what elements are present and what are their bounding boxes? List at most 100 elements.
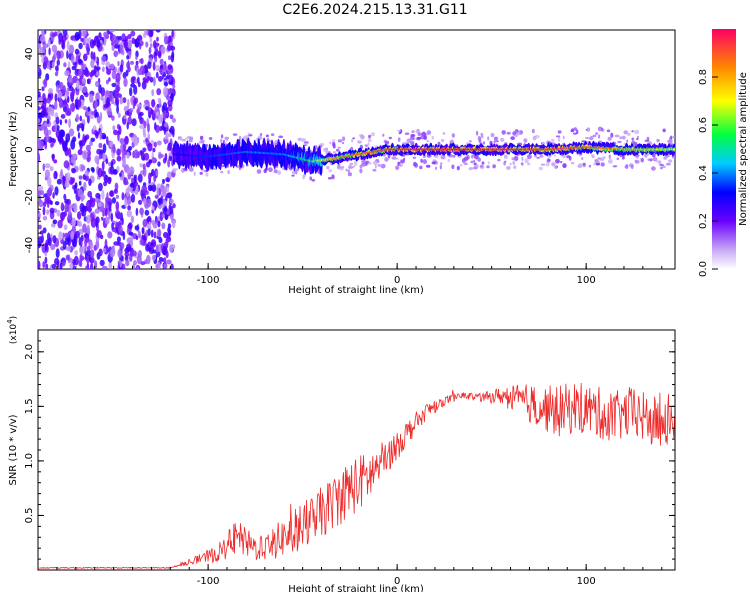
spectrogram-noise-cell: [38, 152, 40, 162]
spectrogram-noise-cell: [85, 43, 90, 50]
spectrogram-noise-cell: [125, 259, 130, 267]
spectrogram-noise-cell: [80, 234, 84, 242]
spectrogram-noise-cell: [169, 114, 174, 120]
spectrogram-noise-cell: [95, 111, 99, 118]
spectrogram-noise-cell: [62, 175, 66, 186]
spectrogram-noise-cell: [81, 30, 87, 38]
spectrogram-noise-cell: [157, 229, 161, 238]
snr-panel: -100 0 100 0.5 1.0 1.5 2.0 Height of straight …: [6, 316, 676, 592]
spectrogram-noise-cell: [152, 61, 156, 71]
spectrogram-scatter-cell: [451, 133, 455, 138]
spectrogram-scatter-cell: [200, 139, 205, 144]
spectrogram-noise-cell: [147, 123, 150, 133]
spectrogram-noise-cell: [111, 44, 115, 51]
spectrogram-ridge-core: [673, 148, 675, 151]
spectrogram-noise-cell: [42, 93, 46, 101]
spectrogram-noise-cell: [136, 255, 142, 265]
spectrogram-scatter-cell: [440, 155, 446, 160]
spectrogram-noise-cell: [130, 60, 134, 65]
spectrogram-noise-cell: [89, 39, 95, 49]
spectrogram-scatter-cell: [352, 137, 356, 140]
spectrogram-noise-cell: [110, 212, 114, 222]
spectrogram-noise-cell: [85, 265, 89, 269]
spectrogram-noise-cell: [39, 230, 44, 235]
spectrogram-scatter-cell: [555, 158, 560, 164]
spectrogram-noise-cell: [73, 202, 78, 213]
spectrogram-noise-cell: [143, 132, 147, 138]
spectrogram-noise-cell: [94, 155, 100, 164]
spectrogram-noise-cell: [53, 173, 57, 179]
spectrogram-noise-cell: [126, 169, 130, 175]
spectrogram-scatter-cell: [367, 138, 372, 143]
spectrogram-scatter-cell: [557, 130, 562, 134]
spectrogram-scatter-cell: [506, 165, 511, 170]
spectrogram-noise-cell: [95, 131, 99, 139]
spectrogram-noise-cell: [127, 116, 133, 125]
spectrogram-noise-cell: [51, 44, 58, 53]
spectrogram-scatter-cell: [627, 132, 631, 136]
spectrogram-noise-cell: [161, 213, 167, 219]
spectrogram-scatter-cell: [647, 158, 652, 161]
spectrogram-noise-cell: [95, 66, 101, 71]
spectrogram-noise-cell: [60, 114, 66, 119]
spectrogram-scatter-cell: [337, 146, 341, 149]
spectrogram-scatter-cell: [521, 156, 524, 162]
spectrogram-noise-cell: [55, 116, 60, 125]
spectrogram-noise-cell: [99, 130, 103, 140]
spectrogram-noise-cell: [170, 263, 174, 269]
spectrogram-noise-cell: [148, 221, 151, 230]
spectrogram-noise-cell: [41, 234, 44, 244]
spectrogram-scatter-cell: [199, 135, 204, 140]
spectrogram-noise-cell: [167, 223, 172, 229]
spectrogram-noise-cell: [151, 254, 156, 261]
spectrogram-noise-cell: [95, 216, 100, 224]
spectrogram-noise-cell: [78, 42, 83, 50]
spectrogram-noise-cell: [156, 186, 159, 197]
spectrogram-noise-cell: [76, 99, 82, 108]
spectrogram-noise-cell: [92, 197, 96, 203]
spectrogram-noise-cell: [150, 43, 153, 48]
spectrogram-noise-cell: [54, 186, 59, 196]
spectrogram-noise-cell: [131, 250, 137, 257]
spectrogram-scatter-cell: [464, 156, 469, 161]
spectrogram-noise-cell: [166, 185, 170, 193]
spectrogram-scatter-cell: [440, 138, 445, 143]
spectrogram-noise-cell: [38, 96, 43, 106]
spectrogram-noise-cell: [112, 125, 116, 131]
spectrogram-noise-cell: [160, 195, 164, 205]
spectrogram-noise-cell: [98, 84, 102, 94]
spectrogram-scatter-cell: [208, 137, 213, 140]
spectrogram-noise-cell: [171, 30, 174, 38]
spectrogram-noise-cell: [136, 103, 142, 108]
spectrogram-scatter-cell: [487, 161, 490, 165]
spectrogram-scatter-cell: [342, 136, 346, 141]
spectrogram-scatter-cell: [550, 138, 555, 142]
spectrogram-noise-cell: [46, 97, 51, 104]
spectrogram-scatter-cell: [644, 139, 650, 143]
spectrogram-noise-cell: [72, 241, 77, 248]
spectrogram-scatter-cell: [492, 164, 496, 169]
spectrogram-noise-cell: [127, 98, 130, 109]
spectrogram-scatter-cell: [350, 146, 353, 151]
spectrogram-scatter-cell: [391, 156, 397, 160]
spectrogram-scatter-cell: [666, 162, 671, 166]
spectrogram-noise-cell: [94, 65, 97, 75]
spectrogram-scatter-cell: [224, 136, 229, 140]
spectrogram-noise-cell: [70, 91, 75, 102]
spectrogram-scatter-cell: [452, 154, 456, 158]
spectrogram-scatter-cell: [587, 128, 590, 132]
spectrogram-scatter-cell: [278, 135, 284, 139]
spectrogram-noise-cell: [45, 195, 51, 204]
spectrogram-noise-cell: [38, 224, 42, 230]
spectrogram-scatter-cell: [503, 154, 508, 159]
spectrogram-scatter-cell: [462, 161, 467, 165]
spectrogram-noise-cell: [70, 154, 77, 164]
spectrogram-noise-cell: [53, 101, 58, 110]
spectrogram-noise-cell: [155, 170, 159, 177]
spectrogram-noise-cell: [78, 180, 82, 186]
spectrogram-noise-cell: [144, 64, 148, 71]
spectrogram-noise-cell: [70, 140, 76, 150]
bottom-y-tick-label: 2.0: [24, 344, 35, 360]
spectrogram-noise-cell: [90, 51, 94, 60]
spectrogram-scatter-cell: [614, 134, 620, 138]
